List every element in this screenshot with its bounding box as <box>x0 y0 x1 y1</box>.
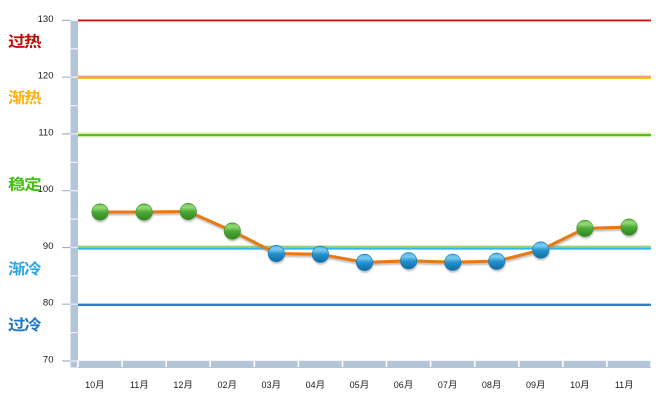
svg-text:08: 08 <box>482 380 492 390</box>
svg-text:02: 02 <box>217 380 227 390</box>
svg-text:09: 09 <box>526 380 536 390</box>
svg-text:11: 11 <box>615 380 624 390</box>
svg-text:70: 70 <box>43 355 54 366</box>
svg-text:05: 05 <box>350 380 360 390</box>
svg-text:10: 10 <box>570 380 580 390</box>
svg-text:07: 07 <box>438 380 448 390</box>
svg-text:90: 90 <box>43 241 54 252</box>
svg-text:03: 03 <box>261 380 271 390</box>
svg-text:11: 11 <box>130 380 139 390</box>
svg-text:100: 100 <box>38 184 54 195</box>
svg-text:120: 120 <box>38 71 54 82</box>
svg-text:10: 10 <box>85 380 95 390</box>
svg-text:110: 110 <box>38 127 53 138</box>
svg-text:12: 12 <box>173 380 183 390</box>
svg-text:06: 06 <box>394 380 404 390</box>
svg-text:80: 80 <box>43 298 54 309</box>
svg-text:130: 130 <box>38 14 54 25</box>
svg-text:04: 04 <box>306 380 316 390</box>
